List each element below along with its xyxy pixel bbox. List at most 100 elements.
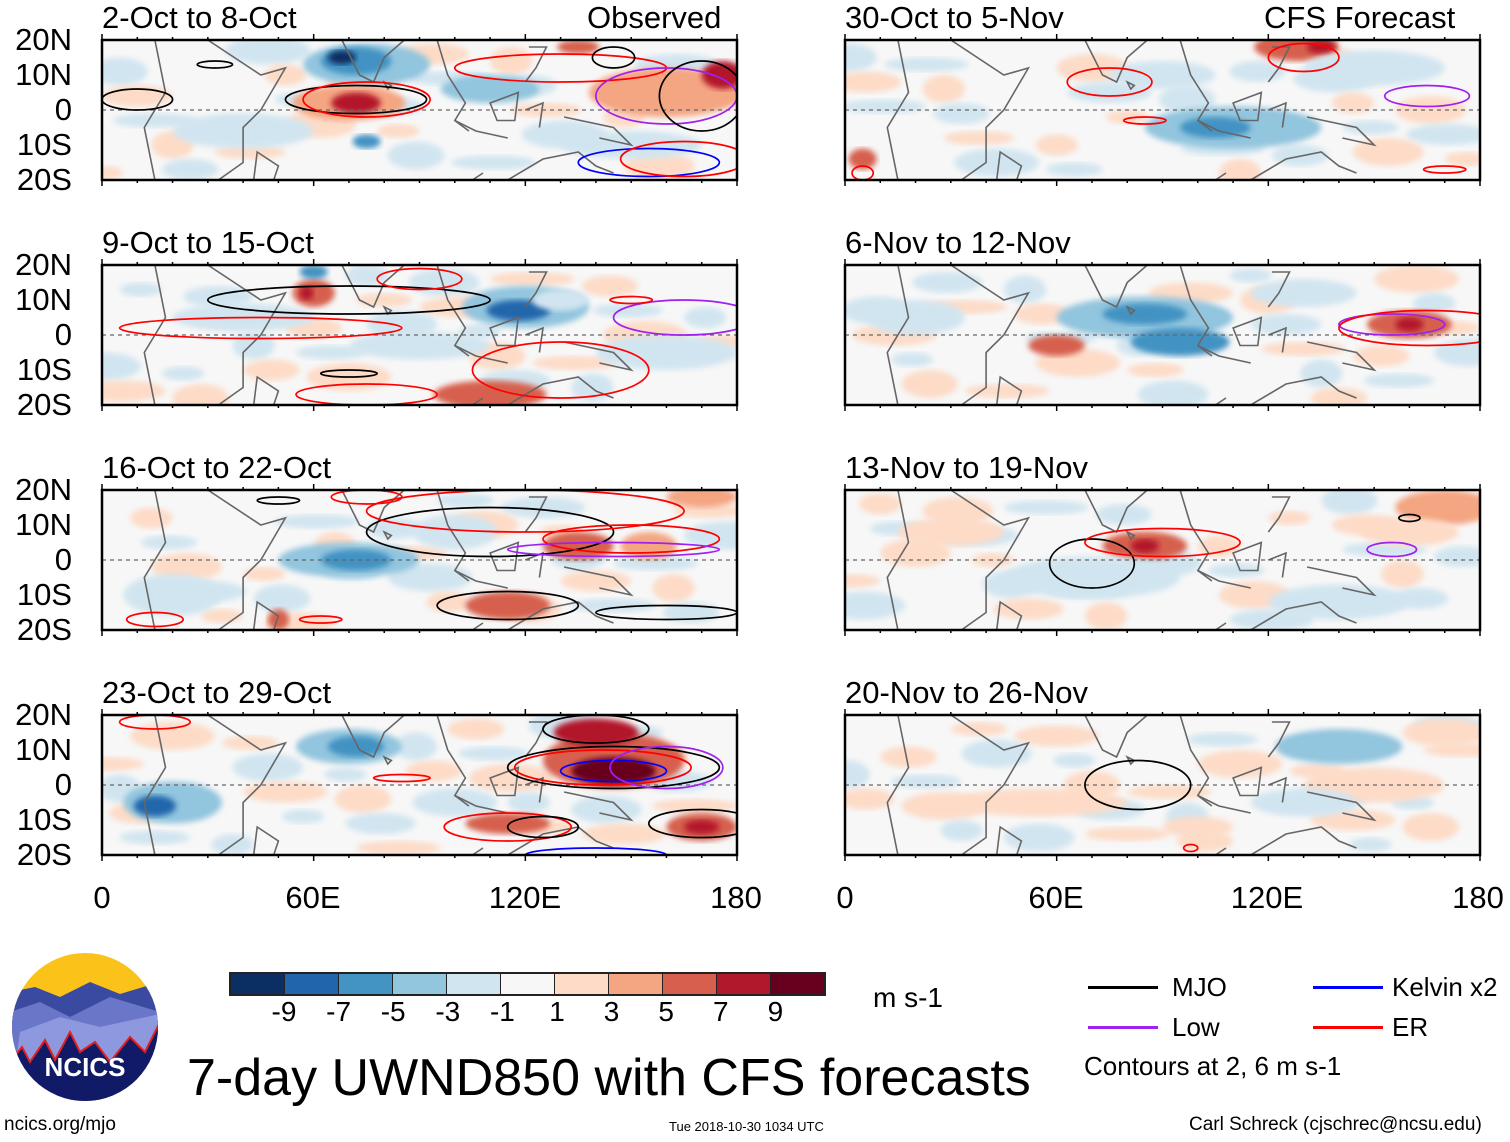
anomaly-shading xyxy=(1109,61,1216,89)
coastline xyxy=(563,341,634,372)
anomaly-shading xyxy=(1197,535,1241,557)
colorbar-swatch xyxy=(501,974,555,994)
coastline xyxy=(489,91,520,122)
coastline xyxy=(1306,791,1377,822)
panel-title: 20-Nov to 26-Nov xyxy=(845,675,1088,710)
anomaly-shading xyxy=(130,722,215,750)
anomaly-shading xyxy=(890,774,962,789)
legend-label-er: ER xyxy=(1392,1012,1429,1042)
anomaly-shading xyxy=(880,746,937,768)
coastline xyxy=(454,569,508,589)
anomaly-shading xyxy=(532,289,589,311)
coastline xyxy=(1306,566,1377,597)
panel-title: 13-Nov to 19-Nov xyxy=(845,450,1088,485)
y-tick: 20S xyxy=(16,162,72,197)
anomaly-shading xyxy=(613,556,699,571)
wave-contour xyxy=(513,749,692,786)
wave-contour xyxy=(376,267,463,291)
coastline xyxy=(524,496,548,533)
coastline xyxy=(1232,541,1263,572)
colorbar-label: 7 xyxy=(713,996,729,1027)
coastline xyxy=(886,40,910,180)
main-title: 7-day UWND850 with CFS forecasts xyxy=(187,1049,1031,1107)
anomaly-shading xyxy=(972,553,1015,567)
anomaly-shading xyxy=(1229,268,1272,283)
coastline xyxy=(995,150,1023,180)
wave-contour xyxy=(524,847,668,855)
anomaly-shading xyxy=(1360,518,1459,546)
legend-label-low: Low xyxy=(1172,1012,1220,1042)
coastline xyxy=(507,376,614,405)
coastline xyxy=(252,600,280,630)
colorbar xyxy=(229,972,826,996)
map-panel xyxy=(100,709,739,861)
wave-contour xyxy=(1182,843,1199,853)
anomaly-shading xyxy=(1130,539,1159,553)
anomaly-shading xyxy=(1208,563,1265,578)
anomaly-shading xyxy=(123,574,222,616)
wave-contour xyxy=(206,285,491,315)
anomaly-shading xyxy=(1307,40,1336,54)
anomaly-shading xyxy=(387,563,473,592)
footer-link[interactable]: ncics.org/mjo xyxy=(4,1114,116,1135)
anomaly-shading xyxy=(1046,162,1103,177)
observed-header: Observed xyxy=(587,0,722,35)
anomaly-shading xyxy=(848,148,877,170)
anomaly-shading xyxy=(1300,359,1343,388)
coastline xyxy=(1084,40,1149,84)
map-panel xyxy=(100,484,739,636)
logo-text: NCICS xyxy=(45,1052,126,1082)
anomaly-shading xyxy=(119,830,191,845)
wave-contour xyxy=(1398,513,1421,523)
wave-contour xyxy=(851,165,875,180)
colorbar-label: -1 xyxy=(489,996,515,1027)
anomaly-shading xyxy=(673,504,737,518)
anomaly-shading xyxy=(845,71,902,93)
panel-title: 23-Oct to 29-Oct xyxy=(102,675,332,710)
coastline xyxy=(1084,265,1149,309)
anomaly-shading xyxy=(1053,753,1096,768)
units-label: m s-1 xyxy=(873,982,943,1013)
wave-contour xyxy=(506,541,721,558)
anomaly-shading xyxy=(571,795,642,824)
y-tick: 10S xyxy=(16,352,72,387)
anomaly-shading xyxy=(1405,124,1480,145)
anomaly-shading xyxy=(595,335,737,370)
anomaly-shading xyxy=(405,760,462,782)
anomaly-shading xyxy=(1310,809,1396,831)
y-tick: 20S xyxy=(16,612,72,647)
coastline xyxy=(524,271,548,308)
coastline xyxy=(563,116,634,147)
coastline xyxy=(950,265,1031,405)
anomaly-shading xyxy=(161,159,219,180)
wave-contour xyxy=(1383,84,1471,108)
anomaly-shading xyxy=(1003,556,1181,599)
anomaly-shading xyxy=(1250,314,1322,335)
anomaly-shading xyxy=(950,788,1128,817)
coastline xyxy=(1179,40,1213,132)
coastline xyxy=(1179,265,1213,357)
colorbar-swatch xyxy=(231,974,285,994)
y-tick: 20S xyxy=(16,387,72,422)
colorbar-swatch xyxy=(447,974,501,994)
coastline xyxy=(1125,305,1136,316)
x-tick: 0 xyxy=(93,880,111,915)
y-tick: 0 xyxy=(54,92,72,127)
anomaly-shading xyxy=(1402,813,1459,841)
anomaly-shading xyxy=(1014,303,1071,325)
coastline xyxy=(341,265,406,309)
coastline xyxy=(1267,271,1291,308)
colorbar-swatch xyxy=(771,974,824,994)
anomaly-shading xyxy=(281,809,325,824)
anomaly-shading xyxy=(1444,152,1480,166)
anomaly-shading xyxy=(102,757,145,771)
y-tick: 20S xyxy=(16,837,72,872)
anomaly-shading xyxy=(624,152,695,180)
anomaly-shading xyxy=(102,380,166,402)
anomaly-shading xyxy=(1102,303,1188,325)
anomaly-shading xyxy=(296,345,367,360)
y-tick: 10N xyxy=(15,507,72,542)
anomaly-shading xyxy=(684,820,720,834)
wave-contour xyxy=(595,67,737,125)
wave-contour xyxy=(609,295,654,305)
